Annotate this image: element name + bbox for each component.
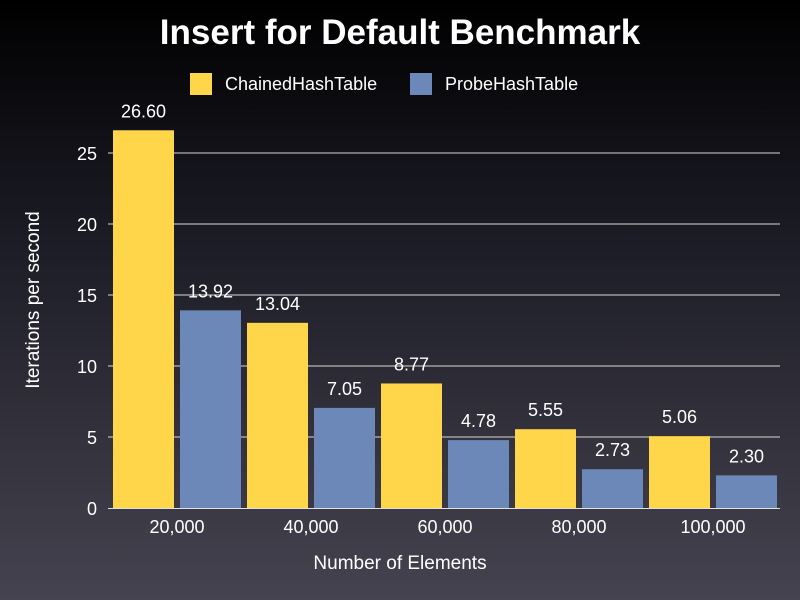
legend-item-probe: ProbeHashTable — [410, 70, 578, 98]
legend: ChainedHashTable ProbeHashTable — [0, 70, 800, 98]
data-label: 5.55 — [528, 400, 563, 420]
x-tick-label: 100,000 — [680, 517, 745, 537]
bar — [314, 407, 375, 508]
data-label: 13.92 — [188, 281, 233, 301]
data-label: 5.06 — [662, 407, 697, 427]
bar — [515, 429, 576, 508]
data-label: 13.04 — [255, 294, 300, 314]
bar — [113, 130, 174, 508]
y-tick-label: 25 — [77, 144, 97, 164]
legend-label-chained: ChainedHashTable — [225, 73, 378, 94]
legend-label-probe: ProbeHashTable — [445, 73, 579, 94]
bars — [113, 130, 777, 508]
y-tick-label: 10 — [77, 357, 97, 377]
data-label: 8.77 — [394, 354, 429, 374]
legend-item-chained: ChainedHashTable — [190, 70, 377, 98]
bar — [381, 383, 442, 508]
legend-swatch-chained — [190, 73, 212, 95]
y-tick-label: 0 — [87, 499, 97, 519]
bar — [649, 436, 710, 508]
x-tick-label: 20,000 — [149, 517, 204, 537]
data-label: 7.05 — [327, 379, 362, 399]
chart-title: Insert for Default Benchmark — [159, 13, 641, 52]
x-tick-label: 40,000 — [283, 517, 338, 537]
data-label: 4.78 — [461, 411, 496, 431]
x-tick-label: 60,000 — [417, 517, 472, 537]
bar — [448, 440, 509, 508]
data-label: 26.60 — [121, 101, 166, 121]
y-axis-label: Iterations per second — [23, 211, 44, 388]
y-tick-label: 15 — [77, 286, 97, 306]
bar — [716, 475, 777, 508]
bar — [582, 469, 643, 508]
x-tick-label: 80,000 — [551, 517, 606, 537]
y-tick-label: 5 — [87, 428, 97, 448]
x-axis-label: Number of Elements — [313, 553, 486, 574]
legend-swatch-probe — [410, 73, 432, 95]
data-label: 2.73 — [595, 440, 630, 460]
bar — [180, 310, 241, 508]
bar — [247, 322, 308, 508]
y-tick-label: 20 — [77, 215, 97, 235]
data-label: 2.30 — [729, 446, 764, 466]
axes: 0 5 10 15 20 25 20,000 40,000 60,000 80,000 100,00… — [23, 144, 780, 574]
data-labels: 26.60 13.92 13.04 7.05 8.77 4.78 5.55 2.73 5.06 2… — [121, 101, 764, 466]
